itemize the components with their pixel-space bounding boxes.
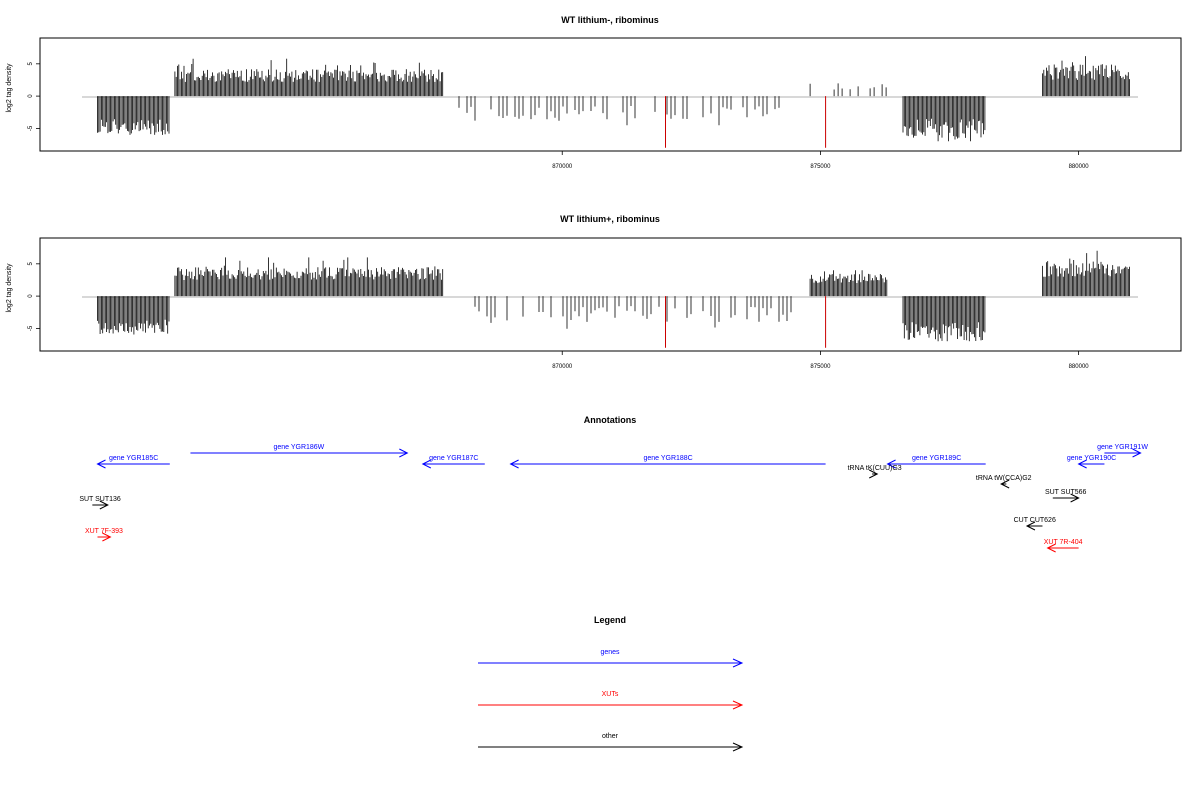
panel2-x-tick-label: 870000 — [552, 364, 573, 370]
feature-arrowhead — [421, 459, 432, 469]
panel2-highlight-bars — [665, 296, 827, 348]
panel1-x-tick-label: 870000 — [552, 164, 573, 170]
panel1-y-tick-label: 0 — [28, 94, 34, 98]
legend-arrowhead — [732, 658, 744, 668]
feature-arrowhead — [102, 532, 112, 542]
feature-arrowhead — [1070, 493, 1080, 503]
panel1-y-axis: 5 0 -5 — [28, 62, 40, 131]
panel2-y-tick-label: 0 — [28, 294, 34, 298]
feature-label: gene YGR191W — [1097, 444, 1148, 451]
legend-label: other — [602, 733, 619, 740]
feature-label: SUT SUT136 — [79, 496, 121, 503]
feature-label: gene YGR187C — [429, 455, 478, 462]
legend: genes XUTs other — [478, 649, 744, 752]
annotations-title: Annotations — [584, 415, 637, 425]
feature-arrowhead — [886, 459, 896, 469]
legend-arrowhead — [732, 742, 744, 752]
panel1-highlight-bars — [665, 96, 827, 148]
annotation-features: gene YGR185C gene YGR186W gene YGR187C gene… — [79, 444, 1148, 553]
feature-arrowhead — [1000, 479, 1010, 489]
panel2-x-tick-label: 875000 — [810, 364, 831, 370]
feature-arrowhead — [399, 448, 409, 458]
panel1-y-tick-label: -5 — [28, 125, 34, 131]
feature-arrowhead — [96, 459, 106, 469]
feature-label: gene YGR190C — [1067, 455, 1116, 462]
panel1-x-tick-label: 880000 — [1069, 164, 1090, 170]
feature-label: XUT 7R-404 — [1044, 539, 1083, 546]
feature-arrowhead — [99, 500, 109, 510]
panel1-frame — [39, 37, 1182, 152]
feature-arrowhead — [1046, 543, 1056, 553]
panel2-x-tick-label: 880000 — [1069, 364, 1090, 370]
legend-arrowhead — [732, 700, 744, 710]
legend-label: XUTs — [602, 691, 619, 698]
feature-arrowhead — [1025, 521, 1036, 531]
feature-label: tRNA tK(CUU)G3 — [848, 465, 902, 472]
feature-arrowhead — [1077, 459, 1087, 469]
panel2-frame — [39, 237, 1182, 352]
panel1-y-tick-label: 5 — [28, 62, 34, 66]
panel1-ylabel: log2 tag density — [6, 63, 13, 113]
feature-label: gene YGR189C — [912, 455, 961, 462]
panel2-bars — [97, 250, 1130, 342]
feature-label: gene YGR188C — [643, 455, 692, 462]
panel1-bars — [97, 56, 1130, 142]
panel1-x-axis: 870000 875000 880000 — [552, 151, 1089, 170]
feature-label: gene YGR185C — [109, 455, 158, 462]
panel2-x-axis: 870000 875000 880000 — [552, 351, 1089, 370]
panel2-y-axis: 5 0 -5 — [28, 262, 40, 331]
panel2-title: WT lithium+, ribominus — [560, 214, 660, 224]
panel1-title: WT lithium-, ribominus — [561, 15, 659, 25]
feature-arrowhead — [869, 469, 879, 479]
panel2-ylabel: log2 tag density — [6, 263, 13, 313]
feature-arrowhead — [509, 459, 519, 469]
panel2-y-tick-label: -5 — [28, 325, 34, 331]
feature-label: gene YGR186W — [273, 444, 324, 451]
feature-label: CUT CUT626 — [1014, 517, 1056, 524]
panel1-x-tick-label: 875000 — [810, 164, 831, 170]
feature-arrowhead — [1132, 448, 1142, 458]
feature-label: SUT SUT566 — [1045, 489, 1087, 496]
feature-label: tRNA tW(CCA)G2 — [976, 475, 1032, 482]
feature-label: XUT 7F-393 — [85, 528, 123, 535]
panel2-y-tick-label: 5 — [28, 262, 34, 266]
legend-label: genes — [600, 649, 620, 656]
legend-title: Legend — [594, 615, 626, 625]
